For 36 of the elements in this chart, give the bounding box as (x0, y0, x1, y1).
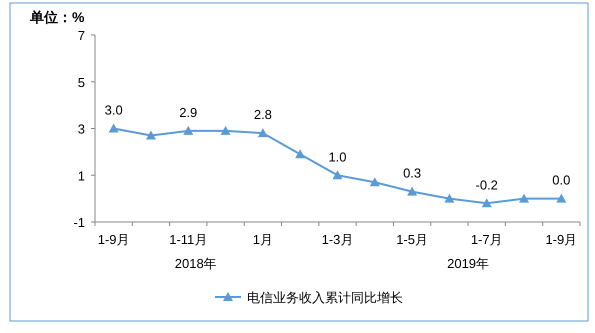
y-tick-label: 5 (78, 74, 85, 90)
data-label: -0.2 (476, 177, 498, 192)
text: 2018年 (174, 256, 217, 271)
point (220, 126, 231, 135)
y-tick-label: 1 (78, 168, 85, 184)
y-tick-label: -1 (73, 215, 85, 230)
data-label: 2.9 (179, 104, 198, 120)
point (519, 194, 530, 203)
y-tick-label: 7 (78, 28, 85, 43)
point (108, 124, 119, 132)
point (407, 186, 418, 196)
x-tick-label: 1-9月 (98, 232, 130, 247)
x-tick-label: 1-11月 (169, 232, 208, 247)
y-axis-title: 单位：% (29, 9, 85, 25)
y-tick-label: 3 (78, 122, 85, 136)
x-tick-label: 1-9月 (545, 232, 578, 247)
x-tick-label: 1-7月 (470, 232, 503, 247)
point (295, 149, 306, 158)
point (444, 194, 454, 203)
point (332, 170, 342, 180)
point (258, 128, 268, 138)
point (370, 177, 380, 186)
point (146, 130, 156, 140)
data-label: 2.8 (254, 107, 272, 122)
point (556, 194, 566, 203)
point (482, 198, 492, 208)
data-label: 0.0 (552, 172, 570, 188)
data-label: 1.0 (328, 149, 347, 164)
data-label: 3.0 (104, 102, 123, 118)
data-label: 0.3 (403, 166, 422, 181)
legend-label: 电信业务收入累计同比增长 (247, 290, 403, 305)
text: 2019年 (447, 256, 490, 271)
point (183, 126, 194, 135)
x-tick-label: 1-5月 (396, 232, 428, 247)
x-tick-label: 1-3月 (322, 232, 354, 247)
x-tick-label: 1月 (252, 232, 273, 247)
